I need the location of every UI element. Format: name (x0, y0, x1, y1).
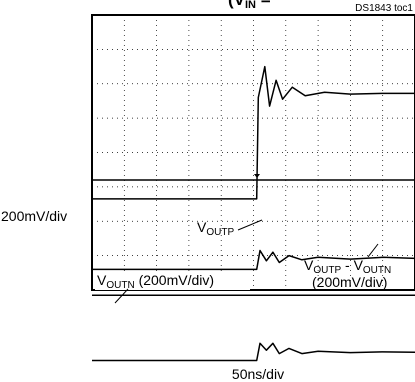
voutn-pointer (114, 288, 129, 304)
diff-label-line2: (200mV/div) (312, 274, 387, 290)
voutp-label: VOUTP (197, 219, 234, 238)
time-scale-label: 50ns/div (232, 366, 284, 382)
voutp-pointer (237, 219, 263, 231)
plot-frame (91, 14, 415, 291)
trace-2 (92, 249, 415, 271)
voutn-label-bg (95, 271, 250, 290)
diff-label-line1: VOUTP - VOUTN (304, 257, 391, 276)
voutn-label: VOUTN (200mV/div) (97, 272, 214, 291)
grid (92, 15, 415, 290)
traces (92, 65, 415, 362)
doc-code: DS1843 toc1 (355, 3, 413, 14)
diff-pointer (367, 243, 379, 258)
trigger-marker (254, 174, 260, 178)
trace-1 (92, 65, 415, 200)
left-scale-label: 200mV/div (1, 208, 67, 224)
trace-4 (92, 342, 415, 362)
partial-title: (VIN = (228, 0, 271, 11)
